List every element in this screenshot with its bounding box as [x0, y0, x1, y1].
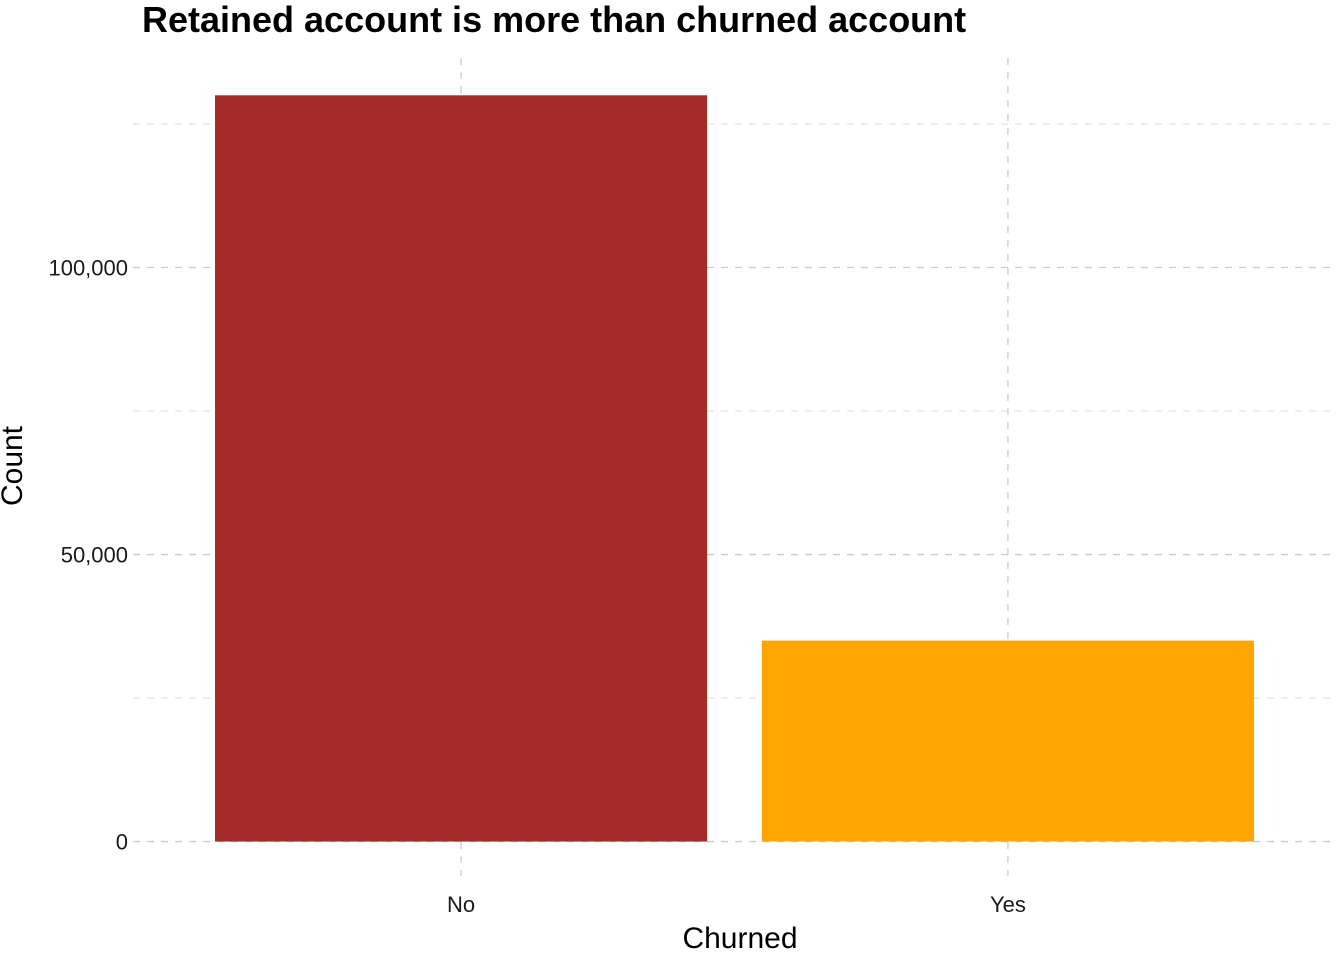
bars: [215, 95, 1254, 842]
y-axis-tick-labels: 0 50,000 100,000: [48, 256, 128, 855]
bar-no: [215, 95, 708, 842]
y-tick-label: 100,000: [48, 256, 128, 281]
y-tick-label: 50,000: [61, 543, 128, 568]
bar-yes: [761, 640, 1254, 842]
x-axis-tick-labels: No Yes: [447, 892, 1026, 917]
x-tick-label: No: [447, 892, 475, 917]
x-tick-label: Yes: [990, 892, 1026, 917]
y-axis-title: Count: [0, 425, 29, 506]
x-axis-title: Churned: [682, 922, 797, 955]
y-tick-label: 0: [116, 830, 128, 855]
chart-title: Retained account is more than churned ac…: [142, 0, 966, 40]
